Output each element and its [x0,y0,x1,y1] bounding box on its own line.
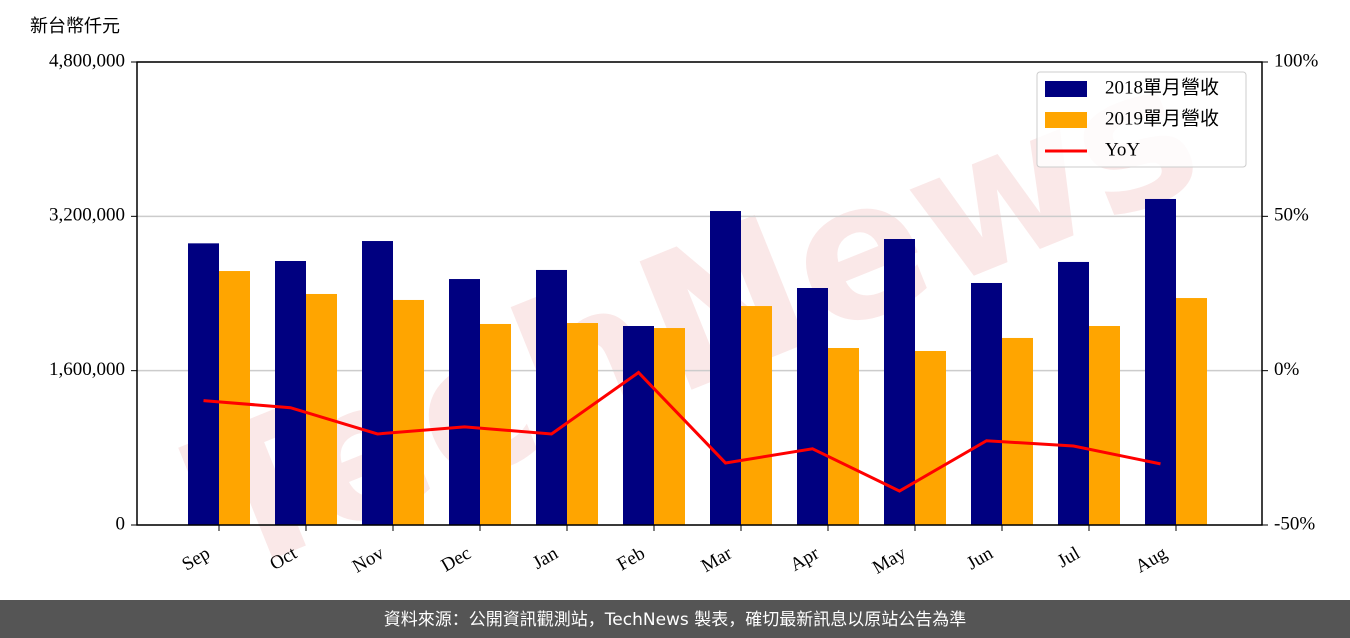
x-tick-label: Jul [1054,543,1084,572]
bar [797,288,828,525]
legend-swatch [1045,81,1087,97]
bar [654,328,685,525]
y2-tick-label: 100% [1274,50,1319,71]
bar [971,282,1002,525]
bar [275,260,306,525]
bar [480,323,511,525]
y-tick-label: 4,800,000 [49,50,125,71]
bar [536,269,567,525]
x-tick-label: Sep [178,543,213,575]
bar [828,347,859,525]
y2-tick-label: -50% [1274,513,1315,534]
y2-tick-label: 0% [1274,359,1300,380]
x-tick-label: Jan [529,543,562,574]
bar [915,350,946,525]
x-tick-label: Jun [963,543,997,575]
bar [1176,298,1207,525]
legend-label: YoY [1105,139,1140,160]
bar [567,323,598,525]
y-axis-label: 新台幣仟元 [30,16,120,37]
x-tick-label: Mar [698,543,736,577]
y-tick-label: 0 [116,513,126,534]
x-tick-label: Feb [613,543,648,575]
legend-box [1036,71,1247,168]
bar [884,239,915,525]
legend-label: 2019單月營收 [1105,107,1219,129]
bar [1058,261,1089,525]
x-tick-label: Apr [787,543,824,576]
y-tick-label: 3,200,000 [49,205,125,226]
y-tick-label: 1,600,000 [49,359,125,380]
bar [1145,198,1176,526]
plot-frame [136,61,1263,526]
bar [393,299,424,525]
bar [306,293,337,525]
x-tick-label: Dec [438,543,475,576]
bar [741,306,772,525]
x-tick-label: May [869,543,910,579]
bar [449,279,480,525]
bar [219,271,250,525]
bar [623,326,654,525]
footer-bar [0,600,1350,638]
footer-text: 資料來源：公開資訊觀測站，TechNews 製表，確切最新訊息以原站公告為準 [384,610,966,630]
y2-tick-label: 50% [1274,205,1309,226]
bar [1089,326,1120,525]
bar [1002,337,1033,525]
x-tick-label: Aug [1132,543,1171,578]
bar [362,241,393,525]
bar [188,243,219,525]
legend-swatch [1045,112,1087,128]
line [203,370,1161,493]
bar [710,211,741,525]
legend-label: 2018單月營收 [1105,76,1219,98]
